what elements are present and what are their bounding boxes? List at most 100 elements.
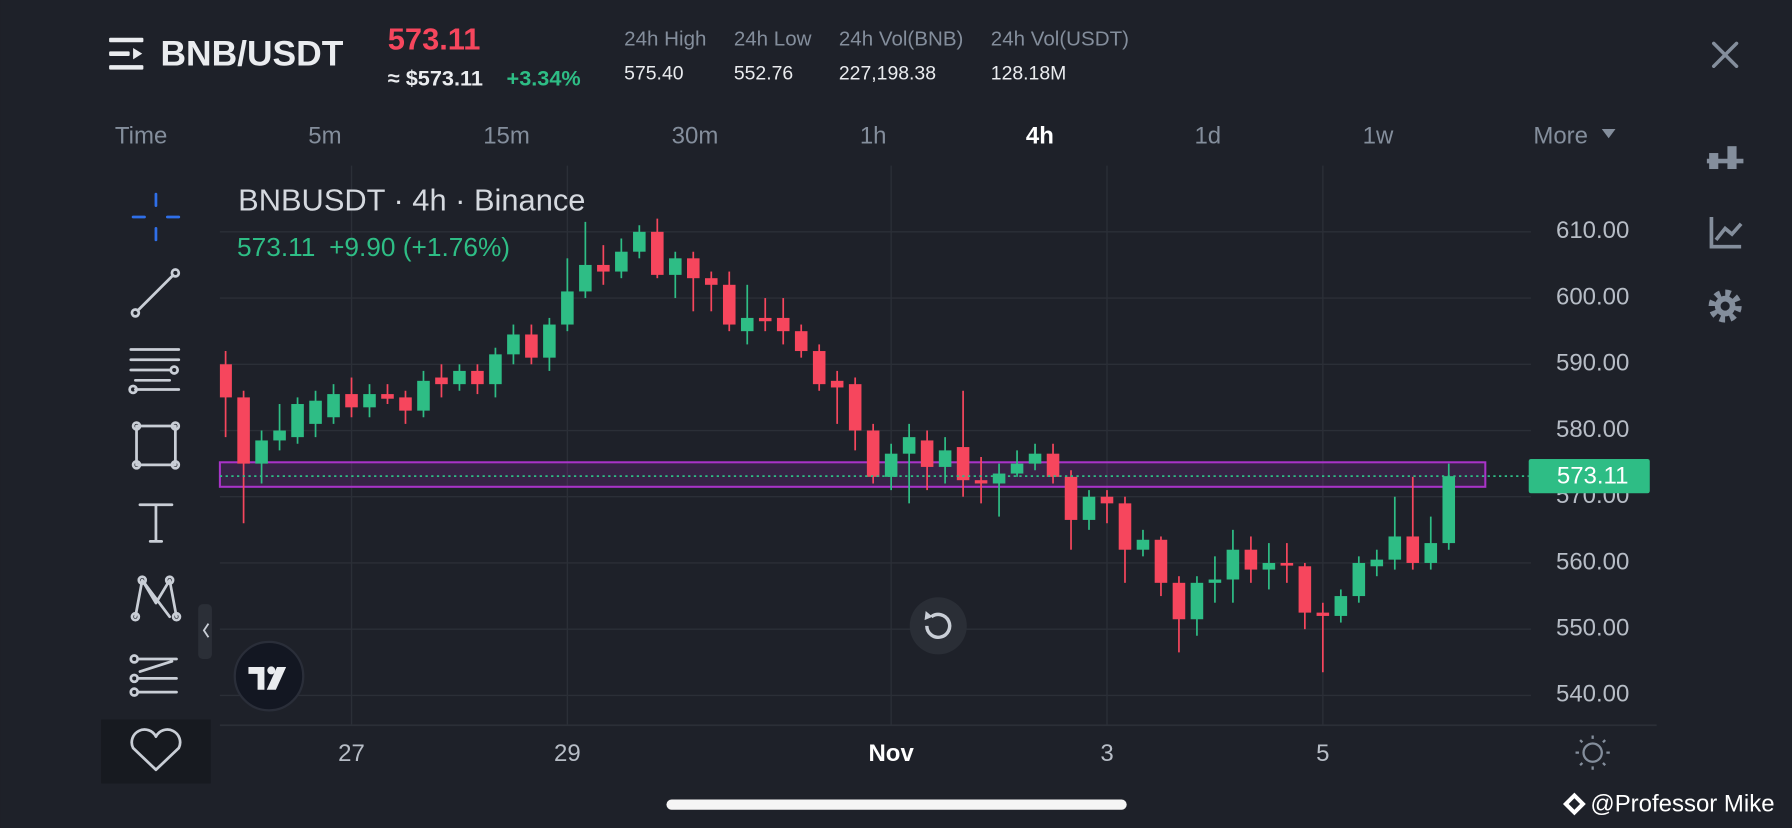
reset-button[interactable] xyxy=(909,597,967,655)
candle-body xyxy=(471,370,484,385)
candle-body xyxy=(920,440,934,467)
candle-body xyxy=(291,404,304,438)
stat-value: 575.40 xyxy=(624,62,684,84)
rectangle-tool[interactable] xyxy=(131,421,181,470)
candle-body xyxy=(1082,496,1096,520)
y-tick-label: 610.00 xyxy=(1556,217,1629,244)
axes: 540.00550.00560.00570.00580.00590.00600.… xyxy=(219,217,1657,767)
candle-body xyxy=(812,351,826,385)
interval-tab[interactable]: 1h xyxy=(860,122,887,149)
candle-body xyxy=(1226,549,1240,580)
candle-body xyxy=(507,334,520,355)
candle-body xyxy=(1010,463,1024,474)
y-tick-label: 600.00 xyxy=(1556,283,1629,310)
candle-body xyxy=(1028,453,1042,464)
candle-body xyxy=(848,384,862,431)
candle-body xyxy=(381,394,394,399)
candle-body xyxy=(1172,582,1186,620)
stat-value: 227,198.38 xyxy=(839,62,936,84)
candle-body xyxy=(1118,503,1132,550)
price-change: +3.34% xyxy=(507,66,581,91)
right-toolbar xyxy=(1706,146,1744,323)
candle-body xyxy=(597,264,610,272)
candle-body xyxy=(345,394,358,408)
y-tick-label: 590.00 xyxy=(1556,350,1629,377)
trendline-tool[interactable] xyxy=(130,268,181,318)
candle-body xyxy=(615,251,628,272)
interval-tab[interactable]: 1w xyxy=(1363,122,1394,149)
stat-value: 128.18M xyxy=(991,62,1067,84)
y-tick-label: 560.00 xyxy=(1556,548,1629,575)
candle-body xyxy=(363,394,376,408)
candle-body xyxy=(525,334,538,358)
candle-body xyxy=(1388,536,1402,560)
candle-body xyxy=(309,400,322,424)
candle-body xyxy=(704,278,718,285)
last-price-box xyxy=(1528,459,1650,494)
theme-toggle[interactable] xyxy=(1575,735,1610,770)
candle-body xyxy=(974,480,988,484)
price-usd: ≈ $573.11 xyxy=(388,66,483,91)
candle-body xyxy=(561,291,574,325)
highlight-layer xyxy=(218,461,1487,488)
candle-body xyxy=(489,354,502,385)
crosshair-tool[interactable] xyxy=(131,192,181,242)
text-tool[interactable] xyxy=(138,503,174,543)
last-price: 573.11 xyxy=(388,21,481,56)
candle-body xyxy=(902,437,916,454)
menu-icon[interactable] xyxy=(109,37,144,70)
x-tick-label: Nov xyxy=(869,740,915,767)
interval-tab[interactable]: Time xyxy=(115,122,167,149)
candle-body xyxy=(1154,539,1168,583)
grid xyxy=(219,165,1531,726)
watermark: @Professor Mike xyxy=(1590,790,1774,817)
x-tick-label: 5 xyxy=(1316,740,1329,767)
fib-tool[interactable] xyxy=(128,348,181,395)
interval-tab[interactable]: 4h xyxy=(1026,122,1054,149)
watermark-icon xyxy=(1562,792,1586,816)
candle-body xyxy=(794,331,808,352)
candle-body xyxy=(1136,539,1150,550)
candle-body xyxy=(219,364,232,398)
favorites-tool[interactable] xyxy=(130,728,182,772)
interval-tab[interactable]: 30m xyxy=(672,122,719,149)
candle-body xyxy=(1334,596,1348,616)
stat-label: 24h Low xyxy=(734,27,812,50)
collapse-arrow xyxy=(202,623,210,638)
candle-body xyxy=(1298,566,1312,613)
candle-body xyxy=(1100,496,1114,504)
interval-tab[interactable]: More xyxy=(1533,122,1588,149)
candle-body xyxy=(1244,549,1258,570)
tradingview-logo[interactable] xyxy=(233,640,305,712)
candle-body xyxy=(327,394,340,418)
legend-change: +9.90 (+1.76%) xyxy=(329,232,510,262)
candle-body xyxy=(669,258,682,275)
legend-price: 573.11 xyxy=(237,232,315,262)
prediction-tool[interactable] xyxy=(129,654,178,697)
candle-body xyxy=(435,377,448,385)
candle-body xyxy=(1406,536,1420,563)
candle-body xyxy=(651,231,664,275)
pattern-tool[interactable] xyxy=(130,575,182,622)
last-price-label: 573.11 xyxy=(1557,463,1629,490)
candle-body xyxy=(579,264,592,292)
chart-style-icon[interactable] xyxy=(1709,216,1743,249)
more-arrow xyxy=(1601,129,1616,139)
stat-label: 24h Vol(BNB) xyxy=(839,27,964,50)
candle-body xyxy=(417,380,430,411)
close-button[interactable] xyxy=(1712,41,1739,68)
stat-label: 24h Vol(USDT) xyxy=(991,27,1129,50)
interval-tab[interactable]: 1d xyxy=(1194,122,1221,149)
settings-icon[interactable] xyxy=(1708,289,1742,323)
symbol[interactable]: BNB/USDT xyxy=(161,33,344,73)
stat-value: 552.76 xyxy=(734,62,793,84)
y-tick-label: 550.00 xyxy=(1556,615,1629,642)
interval-tab[interactable]: 15m xyxy=(483,122,530,149)
candle-body xyxy=(1424,543,1438,563)
x-tick-label: 29 xyxy=(554,740,581,767)
interval-tab[interactable]: 5m xyxy=(308,122,341,149)
indicator-icon[interactable] xyxy=(1706,146,1744,170)
candle-body xyxy=(1262,562,1276,570)
candle-body xyxy=(273,430,286,441)
